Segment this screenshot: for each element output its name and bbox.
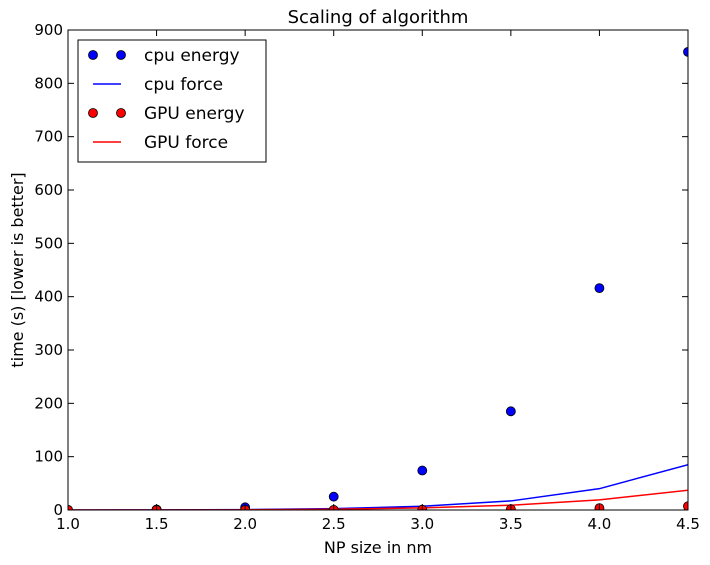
legend-marker-gpu-energy (88, 108, 98, 118)
y-tick-label: 100 (34, 448, 63, 466)
legend-label: GPU force (144, 133, 228, 153)
legend-marker-cpu-energy (88, 50, 98, 60)
x-tick-label: 4.5 (676, 515, 700, 533)
chart-title: Scaling of algorithm (288, 7, 469, 28)
series-line-cpu-force (68, 463, 688, 510)
y-tick-label: 400 (34, 288, 63, 306)
x-tick-label: 2.0 (233, 515, 257, 533)
y-tick-label: 600 (34, 181, 63, 199)
data-point-gpu-energy (683, 501, 688, 510)
y-tick-label: 900 (34, 21, 63, 39)
data-point-cpu-energy (594, 283, 605, 294)
x-tick-label: 1.0 (56, 515, 80, 533)
legend-label: cpu force (144, 75, 223, 95)
y-axis-label: time (s) [lower is better] (8, 172, 27, 367)
legend-label: GPU energy (144, 104, 245, 124)
y-tick-label: 800 (34, 74, 63, 92)
legend-label: cpu energy (144, 46, 240, 66)
data-point-cpu-energy (683, 46, 688, 57)
data-point-cpu-energy (417, 465, 428, 476)
y-tick-label: 700 (34, 128, 63, 146)
plot-frame (67, 29, 689, 511)
data-point-cpu-energy (505, 406, 516, 417)
x-tick-label: 4.0 (587, 515, 611, 533)
y-tick-label: 500 (34, 234, 63, 252)
y-tick-label: 200 (34, 394, 63, 412)
axis-ticks: 1.0 1.5 2.0 2.5 3.0 3.5 4.0 4.5 0 100 200 300 400 500… (34, 21, 700, 533)
x-tick-label: 1.5 (145, 515, 169, 533)
y-tick-label: 300 (34, 341, 63, 359)
legend-marker-cpu-energy (116, 50, 126, 60)
legend-marker-gpu-energy (116, 108, 126, 118)
y-tick-label: 0 (53, 501, 63, 519)
legend: cpu energy cpu force GPU energy GPU force (77, 39, 267, 163)
x-tick-label: 2.5 (322, 515, 346, 533)
x-axis-label: NP size in nm (324, 538, 432, 557)
x-tick-label: 3.5 (499, 515, 523, 533)
x-tick-label: 3.0 (410, 515, 434, 533)
data-point-cpu-energy (328, 491, 339, 502)
